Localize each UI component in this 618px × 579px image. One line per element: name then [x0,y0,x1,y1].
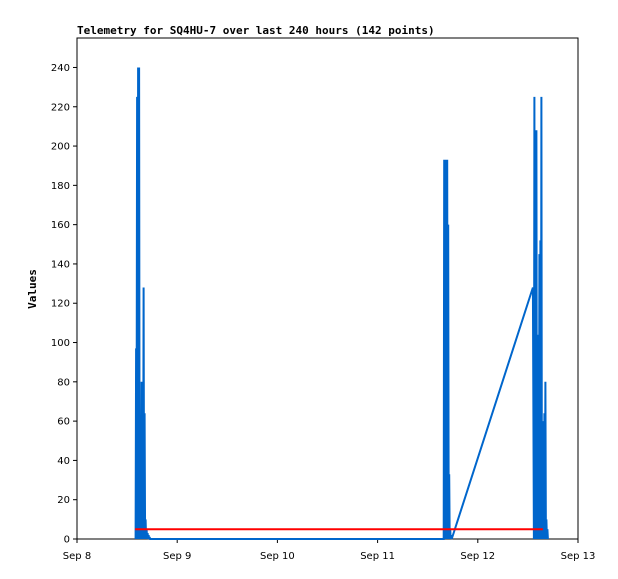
x-tick-label: Sep 9 [163,551,191,562]
y-axis-label: Values [26,269,39,309]
x-axis: Sep 8 Sep 9 Sep 10 Sep 11 Sep 12 Sep 13 [63,539,596,562]
y-tick-label: 120 [51,299,70,310]
y-tick-label: 40 [57,456,70,467]
x-tick-label: Sep 10 [260,551,295,562]
y-tick-label: 100 [51,338,70,349]
plot-frame [76,37,579,540]
y-tick-label: 0 [64,535,70,546]
x-tick-label: Sep 13 [561,551,596,562]
chart-title: Telemetry for SQ4HU-7 over last 240 hour… [77,24,435,37]
y-axis: 0 20 40 60 80 100 120 140 160 180 200 220 240 [51,63,77,546]
telemetry-series-line [134,67,549,540]
x-tick-label: Sep 8 [63,551,91,562]
x-tick-label: Sep 12 [460,551,495,562]
y-tick-label: 220 [51,102,70,113]
y-tick-label: 140 [51,259,70,270]
y-tick-label: 240 [51,63,70,74]
y-tick-label: 80 [57,377,70,388]
y-tick-label: 160 [51,220,70,231]
y-tick-label: 200 [51,142,70,153]
y-tick-label: 20 [57,495,70,506]
y-tick-label: 60 [57,417,70,428]
y-tick-label: 180 [51,181,70,192]
x-tick-label: Sep 11 [360,551,395,562]
series-layer [134,67,549,540]
